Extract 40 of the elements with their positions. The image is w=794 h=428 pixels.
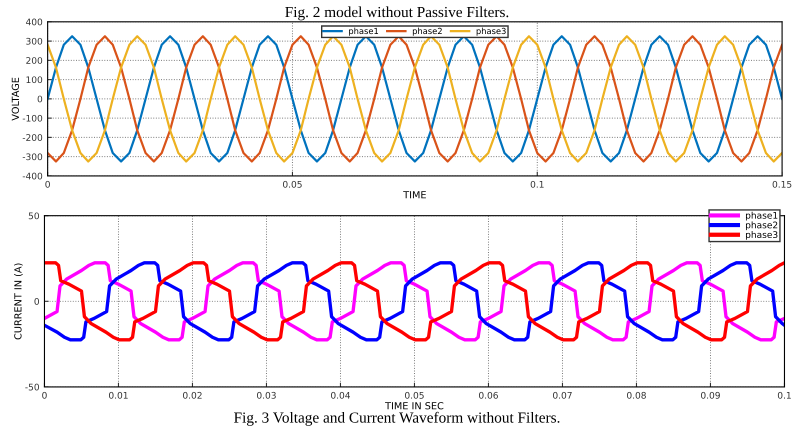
y-tick-label: -400 [22, 172, 42, 180]
legend-label: phase2 [412, 28, 442, 36]
y-tick-label: 50 [28, 212, 40, 220]
x-tick-label: 0.05 [405, 392, 424, 399]
x-tick-label: 0.01 [109, 392, 128, 399]
y-tick-label: 0 [34, 298, 40, 305]
x-axis-title: TIME IN SEC [385, 402, 444, 410]
x-tick-label: 0.08 [627, 392, 646, 399]
legend-label: phase3 [476, 28, 506, 36]
x-tick-label: 0.15 [772, 180, 792, 188]
legend-label: phase2 [746, 221, 778, 230]
legend-label: phase3 [746, 231, 778, 240]
caption: Fig. 2 model without Passive Filters. [285, 6, 508, 20]
y-tick-label: -300 [22, 153, 42, 160]
x-tick-label: 0 [45, 180, 50, 188]
y-tick-label: -100 [22, 114, 42, 122]
y-tick-label: 200 [26, 57, 42, 64]
caption: Fig. 3 Voltage and Current Waveform without Filters. [234, 412, 560, 426]
x-tick-label: 0.02 [183, 392, 202, 399]
x-tick-label: 0.1 [778, 392, 791, 399]
x-tick-label: 0.09 [701, 392, 720, 399]
y-tick-label: -200 [22, 134, 42, 141]
y-tick-label: 100 [26, 76, 42, 84]
line-series [48, 35, 782, 163]
y-tick-label: 0 [38, 96, 42, 102]
legend-label: phase1 [349, 28, 378, 36]
y-tick-label: 300 [26, 38, 42, 45]
x-tick-label: 0.07 [553, 392, 572, 399]
y-tick-label: 400 [26, 18, 42, 26]
line-series [44, 261, 784, 342]
y-axis-title: CURRENT IN (A) [14, 263, 23, 340]
x-tick-label: 0.1 [530, 180, 544, 188]
y-tick-label: -50 [25, 384, 40, 390]
x-tick-label: 0.03 [257, 392, 276, 399]
y-axis-title: VOLTAGE [12, 78, 20, 121]
x-tick-label: 0.04 [331, 392, 350, 399]
x-axis-title: TIME [403, 191, 426, 198]
x-tick-label: 0.06 [479, 392, 498, 399]
legend-label: phase1 [746, 212, 778, 220]
x-tick-label: 0.05 [283, 180, 302, 188]
